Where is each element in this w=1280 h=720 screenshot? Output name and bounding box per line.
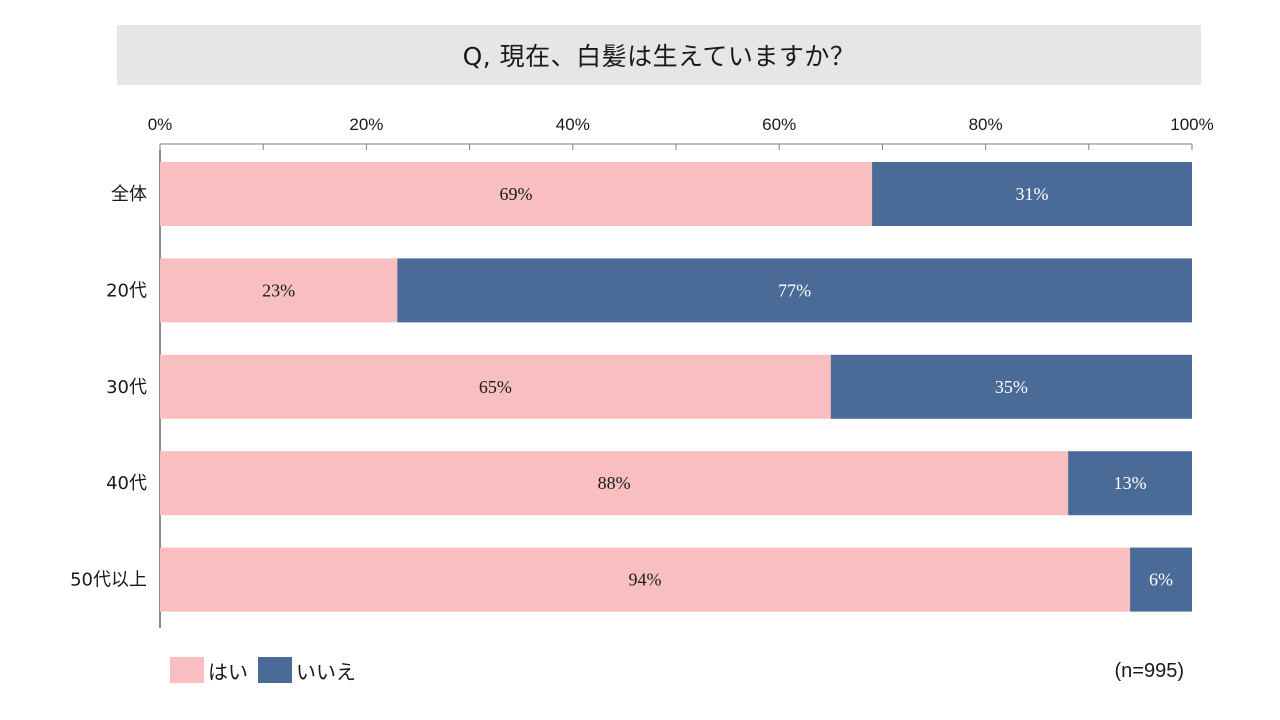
data-label: 94%: [629, 570, 662, 590]
category-label: 50代以上: [70, 570, 147, 591]
chart-title-box: Q, 現在、白髪は生えていますか？: [117, 25, 1201, 85]
legend-item-yes: はい: [170, 656, 248, 685]
bar-segment-yes: [160, 451, 1069, 516]
category-label: 40代: [106, 473, 147, 494]
legend-swatch-yes: [170, 657, 204, 683]
legend-label-no: いいえ: [296, 659, 356, 684]
category-label: 30代: [106, 377, 147, 398]
data-label: 77%: [778, 280, 811, 300]
bar-segment-yes: [160, 547, 1131, 612]
bar-segment-no: [1130, 547, 1192, 612]
x-tick-label: 40%: [556, 115, 590, 134]
bar-segment-no: [830, 354, 1192, 419]
legend: はい いいえ: [170, 656, 366, 684]
data-label: 65%: [479, 377, 512, 397]
legend-label-yes: はい: [208, 659, 248, 684]
legend-swatch-no: [258, 657, 292, 683]
x-tick-label: 0%: [148, 115, 173, 134]
chart-title: Q, 現在、白髪は生えていますか？: [462, 42, 856, 71]
x-tick-label: 100%: [1170, 115, 1213, 134]
bar-segment-no: [1068, 451, 1192, 516]
sample-size-note: (n=995): [1114, 660, 1185, 682]
data-label: 69%: [500, 184, 533, 204]
category-label: 全体: [111, 184, 147, 205]
x-tick-label: 80%: [969, 115, 1003, 134]
data-label: 88%: [598, 473, 631, 493]
bar-segment-yes: [160, 162, 873, 226]
bar-segment-yes: [160, 354, 831, 419]
bar-segment-no: [397, 258, 1192, 323]
x-tick-label: 60%: [762, 115, 796, 134]
category-label: 20代: [106, 280, 147, 301]
data-label: 13%: [1114, 473, 1147, 493]
bar-segment-no: [872, 162, 1192, 226]
data-label: 35%: [995, 377, 1028, 397]
bar-segment-yes: [160, 258, 398, 323]
data-label: 6%: [1149, 570, 1173, 590]
data-label: 31%: [1016, 184, 1049, 204]
legend-item-no: いいえ: [258, 656, 356, 685]
x-tick-label: 20%: [349, 115, 383, 134]
data-label: 23%: [262, 280, 295, 300]
